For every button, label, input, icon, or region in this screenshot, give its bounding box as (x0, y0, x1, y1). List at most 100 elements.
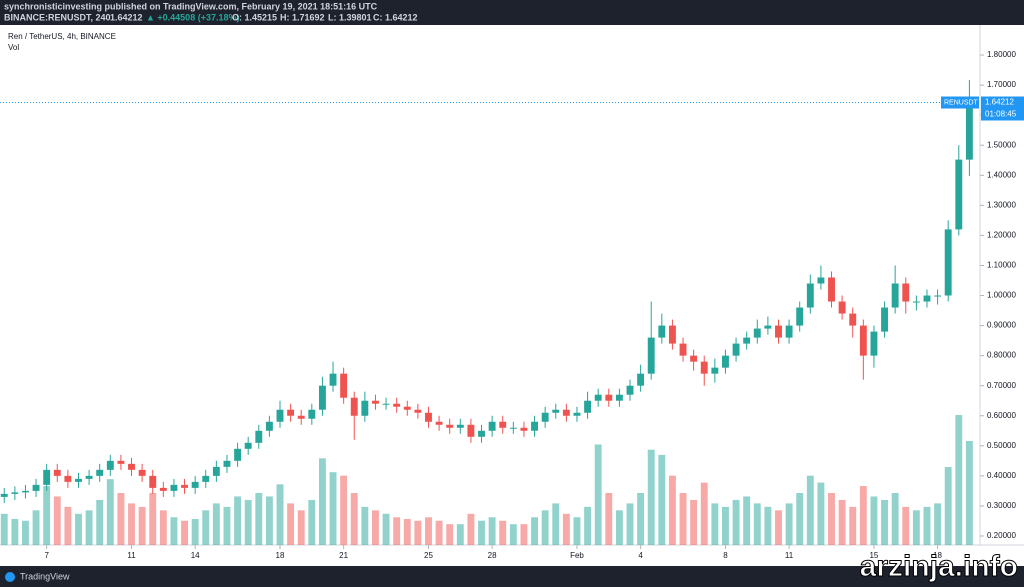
candle-body (764, 325, 772, 329)
candle-body (467, 424, 475, 437)
candle-body (817, 277, 825, 284)
volume-bar (817, 482, 825, 545)
y-tick-label: 1.80000 (987, 50, 1016, 59)
candle-body (573, 412, 581, 416)
candle-body (488, 421, 496, 431)
candle-body (425, 412, 432, 422)
x-tick-label: 25 (424, 551, 433, 560)
volume-bar (234, 496, 242, 545)
candle-body (265, 421, 273, 431)
candle-body (85, 475, 93, 479)
candle-body (605, 394, 613, 401)
open: O: 1.45215 (232, 12, 277, 22)
volume-bar (75, 513, 82, 545)
volume-bar (64, 506, 72, 545)
candle-body (308, 409, 316, 419)
candle-body (22, 490, 29, 493)
x-tick-label: Feb (570, 551, 584, 560)
candle-body (753, 328, 761, 338)
candle-body (43, 469, 51, 485)
volume-bar (446, 524, 454, 545)
candle-body (117, 460, 125, 464)
x-tick-label: 7 (44, 551, 49, 560)
volume-bar (106, 479, 114, 545)
volume-bar (329, 472, 337, 545)
volume-bar (435, 520, 443, 545)
candle-body (944, 229, 952, 296)
y-tick-label: 1.70000 (987, 80, 1016, 89)
candle-body (170, 484, 178, 491)
volume-bar (531, 517, 538, 545)
candle-body (446, 424, 454, 428)
price-tag-text: 1.64212 (985, 98, 1014, 107)
candle-body (138, 469, 146, 476)
candle-body (520, 427, 528, 431)
candle-body (64, 475, 72, 482)
candle-body (965, 102, 973, 160)
candle-body (276, 409, 284, 422)
header-bar (0, 0, 1024, 25)
volume-bar (223, 506, 231, 545)
price-tag (981, 96, 1024, 121)
candle-body (159, 487, 167, 491)
volume-bar (859, 486, 867, 545)
candle-body (955, 159, 963, 230)
volume-bar (308, 499, 316, 545)
volume-bar (11, 519, 19, 545)
volume-bar (923, 506, 931, 545)
brand: TradingView (20, 571, 70, 581)
candle-body (372, 400, 379, 404)
volume-bar (478, 520, 485, 545)
volume-bar (43, 486, 51, 545)
candle-body (785, 325, 793, 338)
y-tick-label: 0.70000 (987, 381, 1016, 390)
x-tick-label: 15 (869, 551, 878, 560)
volume-bar (509, 524, 517, 545)
candle-body (594, 394, 602, 401)
volume-bar (573, 517, 581, 545)
volume-bar (658, 454, 666, 545)
volume-bar (870, 496, 878, 545)
publisher: synchronisticinvesting published on Trad… (4, 1, 378, 11)
candle-body (32, 484, 40, 491)
volume-bar (361, 506, 369, 545)
volume-bar (276, 484, 284, 545)
candle-body (849, 313, 857, 326)
candle-body (244, 442, 252, 449)
candle-body (552, 409, 560, 413)
volume-bar (467, 513, 475, 545)
x-tick-label: 4 (638, 551, 643, 560)
volume-bar (32, 510, 40, 545)
x-tick-label: 11 (127, 551, 136, 560)
candle-body (255, 430, 263, 443)
volume-bar (425, 517, 432, 545)
volume-bar (552, 503, 560, 545)
y-tick-label: 0.50000 (987, 441, 1016, 450)
candle-body (212, 466, 220, 476)
volume-bar (456, 524, 464, 545)
volume-bar (690, 499, 698, 545)
change: ▲ +0.44508 (+37.18%) (146, 12, 239, 22)
candle-layer (0, 80, 973, 503)
candle-body (912, 301, 920, 303)
volume-bar (181, 520, 188, 545)
volume-bar (849, 506, 857, 545)
x-tick-label: 18 (933, 551, 942, 560)
candle-body (361, 400, 369, 416)
volume-bar (700, 482, 708, 545)
volume-bar (838, 499, 846, 545)
volume-bar (85, 510, 93, 545)
candle-body (796, 307, 804, 326)
volume-bar (499, 520, 507, 545)
volume-bar (414, 520, 422, 545)
candle-body (743, 337, 751, 344)
volume-bar (403, 519, 411, 545)
candle-body (626, 385, 634, 395)
last-price: 1.64212 (110, 12, 143, 22)
volume-bar (350, 493, 358, 545)
candle-body (11, 492, 19, 494)
volume-bar (912, 510, 920, 545)
high: H: 1.71692 (280, 12, 325, 22)
volume-bar (934, 503, 942, 545)
